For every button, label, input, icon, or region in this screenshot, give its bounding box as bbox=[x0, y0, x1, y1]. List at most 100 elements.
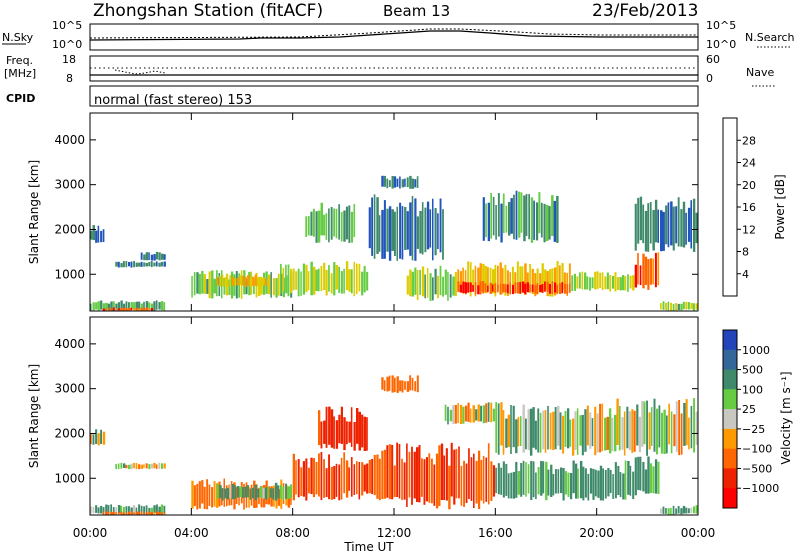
velocity-data-cell bbox=[100, 429, 102, 444]
power-data-cell bbox=[561, 263, 564, 291]
power-data-cell bbox=[511, 284, 514, 295]
velocity-data-cell bbox=[572, 460, 575, 494]
velocity-data-cell bbox=[627, 461, 630, 495]
power-data-cell bbox=[300, 271, 302, 296]
power-data-cell bbox=[695, 303, 698, 310]
velocity-data-cell bbox=[478, 450, 481, 509]
velocity-data-cell bbox=[452, 405, 455, 424]
velocity-data-cell bbox=[388, 375, 391, 391]
power-data-cell bbox=[546, 281, 549, 292]
power-data-cell bbox=[243, 270, 246, 295]
velocity-data-cell bbox=[115, 464, 117, 470]
power-data-cell bbox=[244, 276, 247, 287]
velocity-data-cell bbox=[657, 461, 660, 495]
velocity-data-cell bbox=[211, 487, 214, 508]
velocity-data-cell bbox=[450, 442, 453, 497]
nave-dip bbox=[114, 69, 166, 75]
velocity-data-cell bbox=[618, 406, 621, 451]
power-data-cell bbox=[401, 206, 404, 260]
power-data-cell bbox=[411, 196, 414, 261]
power-data-cell bbox=[568, 283, 571, 293]
velocity-data-cell bbox=[444, 404, 447, 421]
velocity-data-cell bbox=[388, 444, 392, 500]
velocity-data-cell bbox=[243, 483, 245, 510]
velocity-data-cell bbox=[448, 465, 451, 510]
power-data-cell bbox=[472, 284, 474, 292]
power-data-cell bbox=[525, 194, 528, 236]
power-data-cell bbox=[516, 282, 520, 294]
power-data-cell bbox=[622, 275, 625, 291]
velocity-data-cell bbox=[155, 504, 158, 514]
power-data-cell bbox=[140, 252, 143, 260]
power-data-cell bbox=[117, 308, 121, 311]
velocity-ticks: 1000 2000 3000 4000 bbox=[54, 317, 699, 515]
power-data-cell bbox=[135, 262, 138, 267]
power-data-cell bbox=[350, 211, 354, 243]
power-data-cell bbox=[133, 261, 135, 268]
power-data-cell bbox=[120, 300, 123, 311]
power-data-cell bbox=[305, 216, 308, 237]
power-data-cell bbox=[501, 268, 504, 294]
velocity-data-cell bbox=[430, 458, 433, 504]
power-data-cell bbox=[208, 271, 211, 299]
power-data-cell bbox=[677, 197, 680, 247]
power-data-cell bbox=[133, 308, 136, 311]
velocity-colorbar-cells bbox=[723, 330, 737, 509]
power-data-cell bbox=[508, 202, 511, 236]
power-data-cell bbox=[399, 202, 402, 259]
velocity-data-cell bbox=[404, 381, 406, 390]
power-data-cell bbox=[135, 301, 139, 310]
velocity-data-cell bbox=[145, 512, 148, 515]
velocity-data-cell bbox=[234, 485, 237, 499]
velocity-data-cell bbox=[557, 405, 560, 446]
velocity-data-cell bbox=[552, 474, 555, 496]
velocity-data-cell bbox=[191, 480, 194, 509]
velocity-data-cell bbox=[105, 504, 108, 515]
power-data-cell bbox=[416, 176, 419, 188]
velocity-data-cell bbox=[670, 507, 672, 515]
velocity-data-cell bbox=[642, 461, 645, 492]
power-data-cell bbox=[639, 265, 642, 286]
power-data-cell bbox=[117, 302, 120, 311]
velocity-data-cell bbox=[547, 405, 549, 450]
power-data-cell bbox=[117, 261, 120, 268]
power-data-cell bbox=[685, 301, 688, 310]
velocity-data-cell bbox=[153, 511, 155, 515]
velocity-data-cell bbox=[125, 464, 128, 469]
power-data-cell bbox=[105, 302, 108, 310]
velocity-data-cell bbox=[224, 488, 227, 499]
colorbar-cell bbox=[723, 488, 737, 509]
power-data-cell bbox=[386, 208, 389, 252]
velocity-data-cell bbox=[307, 467, 310, 494]
power-data-cell bbox=[426, 201, 430, 250]
velocity-data-cell bbox=[292, 453, 295, 501]
power-data-cell bbox=[487, 202, 490, 242]
power-data-cell bbox=[338, 266, 340, 293]
velocity-data-cell bbox=[350, 407, 353, 447]
velocity-data-cell bbox=[97, 507, 100, 514]
power-data-cell bbox=[500, 203, 503, 243]
velocity-panel: 1000 2000 3000 4000 Slant Range [km] bbox=[27, 316, 699, 516]
power-data-cell bbox=[148, 252, 150, 261]
power-data-cell bbox=[506, 284, 509, 294]
velocity-data-cell bbox=[158, 462, 160, 469]
power-data-cell bbox=[521, 266, 524, 292]
power-data-cell bbox=[160, 253, 164, 260]
power-data-cell bbox=[198, 273, 201, 295]
velocity-data-cell bbox=[335, 420, 339, 449]
velocity-data-cell bbox=[690, 406, 693, 449]
power-data-cell bbox=[406, 211, 409, 250]
power-data-cell bbox=[120, 307, 123, 311]
power-data-cell bbox=[333, 208, 336, 237]
power-data-cell bbox=[388, 206, 392, 261]
velocity-data-cell bbox=[458, 446, 460, 499]
velocity-data-cell bbox=[403, 462, 406, 500]
velocity-data-cell bbox=[607, 468, 610, 497]
velocity-data-cell bbox=[465, 463, 468, 503]
velocity-data-cell bbox=[549, 412, 552, 450]
cpid-text: normal (fast stereo) 153 bbox=[94, 93, 252, 108]
power-data-cell bbox=[467, 282, 470, 293]
power-data-cell bbox=[155, 261, 158, 267]
power-data-cell bbox=[140, 303, 143, 311]
velocity-data-cell bbox=[658, 405, 661, 448]
